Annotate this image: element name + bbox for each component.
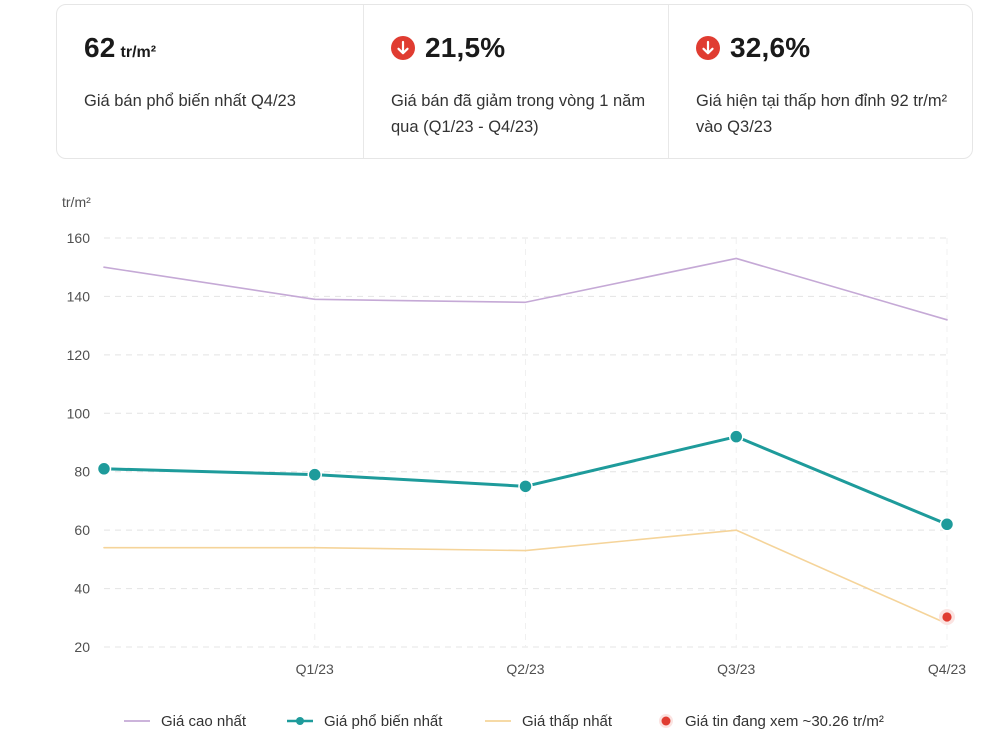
- legend-swatch-marker: [296, 717, 304, 725]
- stat-description: Giá hiện tại thấp hơn đỉnh 92 tr/m² vào …: [696, 92, 948, 136]
- stat-price-decrease-year: 21,5% Giá bán đã giảm trong vòng 1 năm q…: [363, 5, 668, 158]
- stat-below-peak: 32,6% Giá hiện tại thấp hơn đỉnh 92 tr/m…: [668, 5, 972, 158]
- legend-label: Giá phổ biến nhất: [324, 713, 443, 730]
- y-axis-label: tr/m²: [62, 194, 91, 210]
- legend-label: Giá cao nhất: [161, 713, 247, 730]
- stat-description: Giá bán phổ biến nhất Q4/23: [84, 92, 296, 110]
- y-tick-label: 160: [67, 230, 91, 246]
- stat-description: Giá bán đã giảm trong vòng 1 năm qua (Q1…: [391, 92, 646, 136]
- stat-headline: 21,5%: [391, 32, 505, 64]
- data-point-common: [939, 517, 955, 532]
- stat-headline: 62 tr/m²: [84, 32, 156, 64]
- x-tick-label: Q4/23: [928, 661, 966, 677]
- stat-unit: tr/m²: [120, 44, 157, 61]
- arrow-down-icon: [391, 36, 415, 60]
- legend-label: Giá tin đang xem ~30.26 tr/m²: [685, 713, 884, 730]
- y-tick-label: 80: [74, 464, 90, 480]
- series-line-low: [103, 529, 948, 625]
- stat-value: 21,5%: [425, 32, 506, 63]
- arrow-down-icon: [696, 36, 720, 60]
- stat-common-price: 62 tr/m² Giá bán phổ biến nhất Q4/23: [57, 5, 363, 158]
- x-tick-label: Q3/23: [717, 661, 755, 677]
- stats-card: 62 tr/m² Giá bán phổ biến nhất Q4/23 21,…: [56, 4, 973, 159]
- stat-headline: 32,6%: [696, 32, 810, 64]
- stat-value: 62: [84, 32, 116, 63]
- y-tick-label: 40: [74, 581, 90, 597]
- current-listing-point: [942, 612, 952, 622]
- y-tick-label: 60: [74, 522, 90, 538]
- data-point-common: [307, 467, 322, 482]
- data-point-common: [729, 429, 744, 444]
- y-tick-label: 100: [67, 405, 91, 421]
- y-tick-label: 140: [67, 288, 91, 304]
- x-tick-label: Q2/23: [506, 661, 544, 677]
- stat-value: 32,6%: [730, 32, 811, 63]
- y-tick-label: 120: [67, 347, 91, 363]
- legend-label: Giá thấp nhất: [522, 713, 613, 730]
- data-point-common: [518, 479, 533, 494]
- data-point-common: [96, 461, 112, 477]
- legend-swatch-dot: [661, 716, 671, 726]
- series-line-high: [103, 257, 948, 321]
- y-tick-label: 20: [74, 639, 90, 655]
- x-tick-label: Q1/23: [296, 661, 334, 677]
